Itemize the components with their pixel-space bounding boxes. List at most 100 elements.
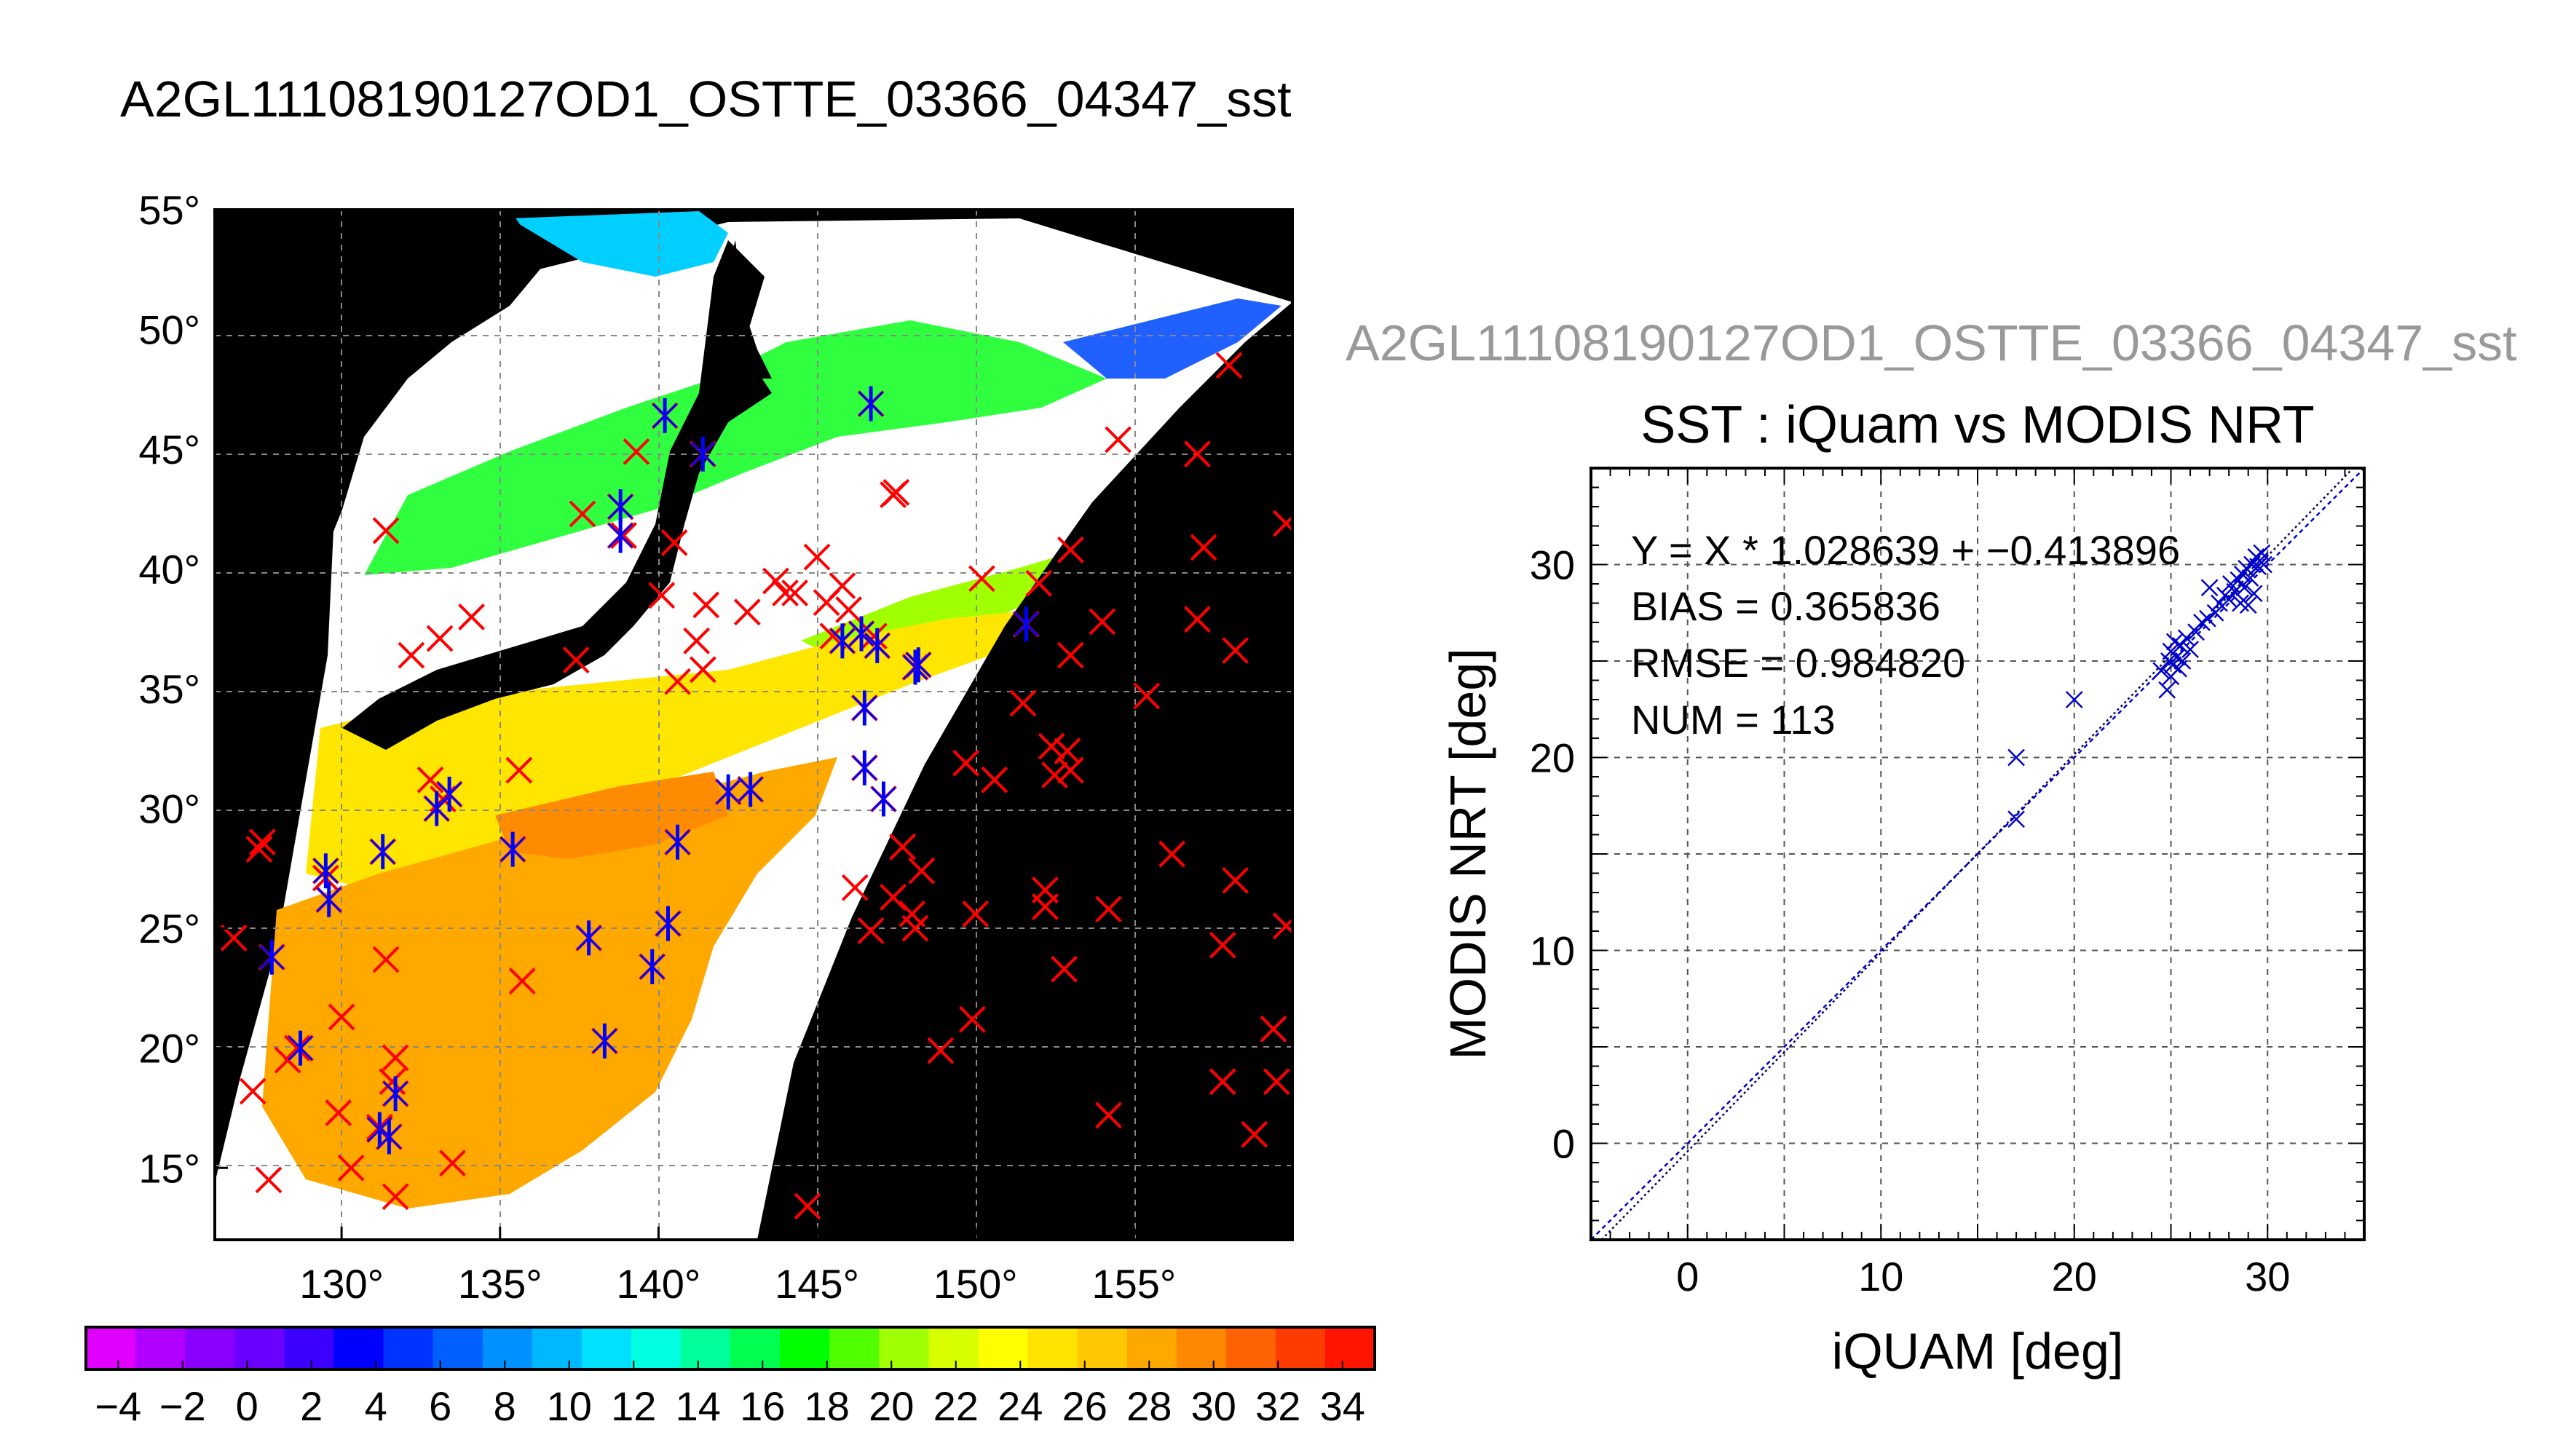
colorbar-label: 18 <box>805 1383 850 1429</box>
red-x-marker <box>1038 732 1065 760</box>
colorbar-cell <box>730 1327 781 1369</box>
red-x-marker <box>1051 955 1078 983</box>
red-x-marker <box>1095 895 1122 923</box>
map-y-tick-label: 35° <box>138 666 200 712</box>
blue-asterisk-marker <box>312 853 339 889</box>
red-x-marker <box>927 1037 955 1064</box>
red-x-marker <box>239 1077 266 1105</box>
colorbar-cell <box>928 1327 979 1369</box>
red-x-marker <box>880 481 907 509</box>
scatter-point <box>2187 623 2205 641</box>
colorbar-label: 2 <box>300 1383 323 1429</box>
blue-asterisk-marker <box>287 1030 314 1066</box>
stat-fit: Y = X * 1.028639 + −0.413896 <box>1631 527 2180 573</box>
red-x-marker <box>1209 931 1236 959</box>
identity-line <box>1591 468 2364 1240</box>
colorbar-label: 8 <box>494 1383 516 1429</box>
red-x-marker <box>372 946 400 973</box>
scatter-point <box>2171 636 2189 654</box>
scatter-point <box>2199 609 2216 628</box>
scatter-point <box>2220 590 2238 609</box>
colorbar-cell <box>1225 1327 1276 1369</box>
map-y-tick-label: 50° <box>138 307 200 353</box>
blue-asterisk-marker <box>1012 606 1040 642</box>
red-x-marker <box>245 836 273 863</box>
scatter-x-tick-label: 20 <box>2052 1254 2097 1299</box>
map-x-tick-label: 155° <box>1091 1261 1176 1307</box>
red-x-marker <box>1009 689 1037 717</box>
red-x-marker <box>958 1005 986 1033</box>
scatter-ticks: 0 10 20 30 0 10 20 30 <box>1530 467 2365 1299</box>
colorbar: −4 −2 0 2 4 6 8 10 12 14 16 18 20 22 24 26 28 30 32 34 <box>84 1326 1376 1429</box>
red-x-marker <box>569 500 596 528</box>
blue-asterisk-marker <box>382 1076 409 1112</box>
scatter-point <box>2181 641 2199 658</box>
colorbar-cell <box>185 1327 235 1369</box>
map-panel: 130° 135° 140° 145° 150° 155° 15° 20° 25° 30° 35°… <box>138 187 1294 1307</box>
blue-asterisk-marker <box>258 939 285 975</box>
scatter-point <box>2255 555 2272 574</box>
scatter-y-label: MODIS NRT [deg] <box>1440 648 1496 1059</box>
red-x-marker <box>1054 737 1081 765</box>
red-x-marker <box>664 668 691 695</box>
red-x-marker <box>857 917 885 944</box>
colorbar-cell <box>1275 1327 1326 1369</box>
red-x-marker <box>1263 1068 1290 1096</box>
red-x-marker <box>1095 1101 1122 1129</box>
map-y-tick-label: 20° <box>138 1026 200 1072</box>
map-x-tick-label: 145° <box>775 1261 859 1307</box>
red-x-marker <box>1209 1068 1236 1096</box>
land-asia <box>215 210 546 764</box>
colorbar-cell <box>234 1327 285 1369</box>
scatter-point <box>2226 582 2243 601</box>
colorbar-label: 26 <box>1062 1383 1107 1429</box>
red-x-marker <box>794 1192 821 1220</box>
blue-asterisk-marker <box>664 824 691 860</box>
red-x-marker <box>508 968 536 995</box>
red-x-marker <box>762 567 789 595</box>
swath-cold-north <box>510 211 728 277</box>
red-x-marker <box>623 438 650 465</box>
colorbar-frame <box>84 1326 1376 1371</box>
scatter-point <box>2245 585 2263 603</box>
blue-asterisk-marker <box>575 920 603 956</box>
blue-asterisk-marker <box>651 398 679 433</box>
scatter-point <box>2210 594 2228 612</box>
colorbar-label: 20 <box>869 1383 914 1429</box>
red-x-marker <box>610 522 637 549</box>
colorbar-label: 30 <box>1191 1383 1236 1429</box>
red-x-marker <box>1025 569 1053 597</box>
scatter-x-tick-label: 30 <box>2245 1254 2290 1299</box>
blue-asterisk-marker <box>375 1119 403 1155</box>
scatter-x-tick-label: 0 <box>1676 1254 1699 1299</box>
colorbar-label: 14 <box>676 1383 721 1429</box>
colorbar-cell <box>1324 1327 1375 1369</box>
red-x-marker <box>660 529 688 556</box>
colorbar-cell <box>135 1327 186 1369</box>
red-x-marker <box>416 766 444 794</box>
red-x-marker <box>1158 840 1186 868</box>
map-x-tick-label: 135° <box>458 1261 542 1307</box>
red-x-marker <box>683 627 711 654</box>
swath-orange-deep <box>495 772 728 859</box>
scatter-x-tick-label: 10 <box>1858 1254 1903 1299</box>
scatter-point <box>2158 681 2176 699</box>
map-grid <box>215 210 1292 1240</box>
red-x-marker <box>505 756 533 784</box>
colorbar-cell <box>780 1327 830 1369</box>
red-x-marker <box>952 749 980 777</box>
colorbar-label: 4 <box>365 1383 387 1429</box>
colorbar-cell <box>829 1327 880 1369</box>
colorbar-cell <box>680 1327 731 1369</box>
blue-asterisk-marker <box>848 616 875 652</box>
colorbar-label: −2 <box>159 1383 206 1429</box>
red-x-marker <box>1190 534 1217 561</box>
blue-asterisk-marker <box>864 628 891 663</box>
colorbar-label: 24 <box>998 1383 1043 1429</box>
red-x-marker <box>880 884 907 911</box>
red-x-marker <box>458 604 486 630</box>
scatter-point <box>2206 604 2224 622</box>
red-x-marker <box>803 543 831 571</box>
colorbar-cell <box>631 1327 682 1369</box>
